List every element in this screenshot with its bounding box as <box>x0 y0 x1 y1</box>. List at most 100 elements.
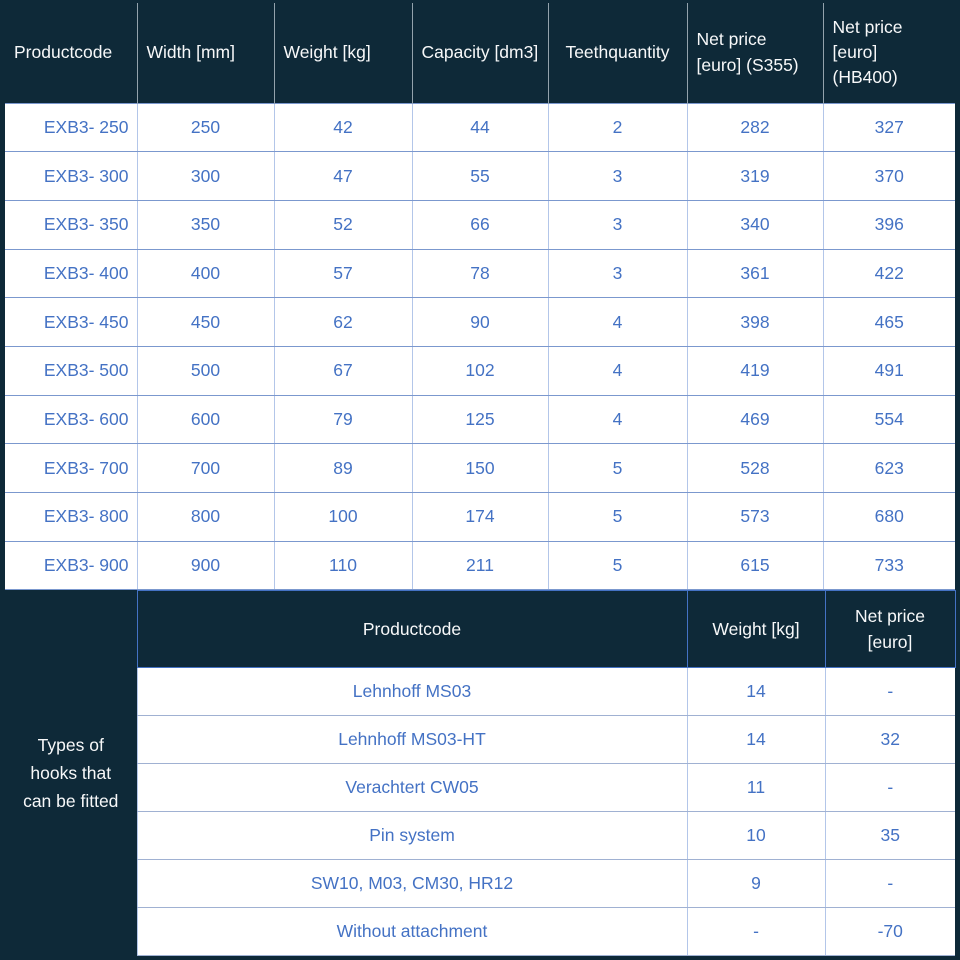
table-cell: 340 <box>686 199 823 250</box>
table-cell: 700 <box>136 443 274 493</box>
column-header-capacity: Capacity [dm3] <box>412 3 549 103</box>
table-cell: -70 <box>824 907 955 957</box>
table-cell: 900 <box>136 540 274 591</box>
table-cell: 419 <box>686 345 823 396</box>
table-cell: 125 <box>411 394 548 445</box>
table-cell: 361 <box>686 248 823 299</box>
table-cell: 110 <box>273 540 412 591</box>
table-row: Lehnhoff MS03-HT 14 32 <box>5 715 955 765</box>
table-cell: 62 <box>273 297 412 347</box>
table-cell: 680 <box>822 492 955 542</box>
table-cell: 3 <box>547 151 687 201</box>
table-cell: 89 <box>273 443 412 493</box>
table-cell: EXB3- 450 <box>5 297 137 347</box>
table-cell: Lehnhoff MS03-HT <box>136 715 687 765</box>
table-cell: EXB3- 900 <box>5 540 137 591</box>
table-row: EXB3- 400 400 57 78 3 361 422 <box>5 248 955 299</box>
table-cell: 465 <box>822 297 955 347</box>
column-header-weight: Weight [kg] <box>274 3 413 103</box>
table-row: EXB3- 900 900 110 211 5 615 733 <box>5 540 955 591</box>
column-header-teethquantity: Teethquantity <box>548 3 688 103</box>
table-row: EXB3- 350 350 52 66 3 340 396 <box>5 199 955 250</box>
table-cell: 5 <box>547 492 687 542</box>
table-cell: 14 <box>686 715 825 765</box>
table-cell: 370 <box>822 151 955 201</box>
table-row: EXB3- 450 450 62 90 4 398 465 <box>5 297 955 347</box>
table-row: EXB3- 500 500 67 102 4 419 491 <box>5 345 955 396</box>
hooks-column-header-net-price: Net price [euro] <box>824 590 956 669</box>
table-cell: 42 <box>273 102 412 153</box>
table-cell: 100 <box>273 492 412 542</box>
column-header-net-price-hb400: Net price [euro] (HB400) <box>823 3 955 103</box>
table-cell: 79 <box>273 394 412 445</box>
table-cell: 554 <box>822 394 955 445</box>
table-cell: 300 <box>136 151 274 201</box>
table-cell: 150 <box>411 443 548 493</box>
table-cell: EXB3- 400 <box>5 248 137 299</box>
table-cell: 32 <box>824 715 955 765</box>
table-cell: EXB3- 250 <box>5 102 137 153</box>
table-cell: 733 <box>822 540 955 591</box>
table-cell: 500 <box>136 345 274 396</box>
table-cell: 396 <box>822 199 955 250</box>
table-cell: 400 <box>136 248 274 299</box>
table-cell: 102 <box>411 345 548 396</box>
table-cell: Verachtert CW05 <box>136 763 687 813</box>
table-cell: 4 <box>547 297 687 347</box>
table-cell: 90 <box>411 297 548 347</box>
table-cell: 174 <box>411 492 548 542</box>
table-cell: 573 <box>686 492 823 542</box>
table-row: Pin system 10 35 <box>5 811 955 861</box>
table-cell: 4 <box>547 345 687 396</box>
table-cell: 3 <box>547 248 687 299</box>
table-cell: 47 <box>273 151 412 201</box>
table-cell: 3 <box>547 199 687 250</box>
table-cell: 11 <box>686 763 825 813</box>
column-header-width: Width [mm] <box>137 3 275 103</box>
table-cell: - <box>686 907 825 957</box>
table-cell: 615 <box>686 540 823 591</box>
table-cell: 491 <box>822 345 955 396</box>
table-cell: EXB3- 700 <box>5 443 137 493</box>
table-cell: 5 <box>547 443 687 493</box>
table-cell: 10 <box>686 811 825 861</box>
table-row: SW10, M03, CM30, HR12 9- <box>5 859 955 909</box>
main-table: Productcode Width [mm] Weight [kg] Capac… <box>5 3 955 591</box>
table-cell: SW10, M03, CM30, HR12 <box>136 859 687 909</box>
table-cell: 282 <box>686 102 823 153</box>
table-cell: 9 <box>686 859 825 909</box>
hooks-table: Types of hooks that can be fitted Produc… <box>5 590 956 957</box>
table-cell: 600 <box>136 394 274 445</box>
main-table-body: EXB3- 250 250 42 44 2 282 327 EXB3- 300 300 47 55 3… <box>5 102 955 591</box>
table-cell: 44 <box>411 102 548 153</box>
hooks-table-header-row: Types of hooks that can be fitted Produc… <box>5 590 956 956</box>
table-cell: 422 <box>822 248 955 299</box>
table-cell: 66 <box>411 199 548 250</box>
table-cell: 4 <box>547 394 687 445</box>
table-cell: 250 <box>136 102 274 153</box>
table-cell: 2 <box>547 102 687 153</box>
table-cell: 5 <box>547 540 687 591</box>
table-cell: 450 <box>136 297 274 347</box>
table-cell: EXB3- 500 <box>5 345 137 396</box>
table-cell: 67 <box>273 345 412 396</box>
table-row: EXB3- 600 600 79 125 4 469 554 <box>5 394 955 445</box>
column-header-productcode: Productcode <box>5 3 138 103</box>
table-row: EXB3- 700 700 89 150 5 528 623 <box>5 443 955 493</box>
table-cell: - <box>824 859 955 909</box>
table-cell: 800 <box>136 492 274 542</box>
table-cell: 623 <box>822 443 955 493</box>
main-table-header: Productcode Width [mm] Weight [kg] Capac… <box>5 3 955 103</box>
table-cell: 398 <box>686 297 823 347</box>
table-cell: 528 <box>686 443 823 493</box>
column-header-net-price-s355: Net price [euro] (S355) <box>687 3 824 103</box>
hooks-table-body: Types of hooks that can be fitted Produc… <box>5 590 956 957</box>
table-row: EXB3- 300 300 47 55 3 319 370 <box>5 151 955 201</box>
table-cell: 78 <box>411 248 548 299</box>
table-row: Without attachment - -70 <box>5 907 955 957</box>
table-cell: 211 <box>411 540 548 591</box>
table-cell: 57 <box>273 248 412 299</box>
table-cell: Pin system <box>136 811 687 861</box>
hooks-column-header-productcode: Productcode <box>136 590 688 669</box>
